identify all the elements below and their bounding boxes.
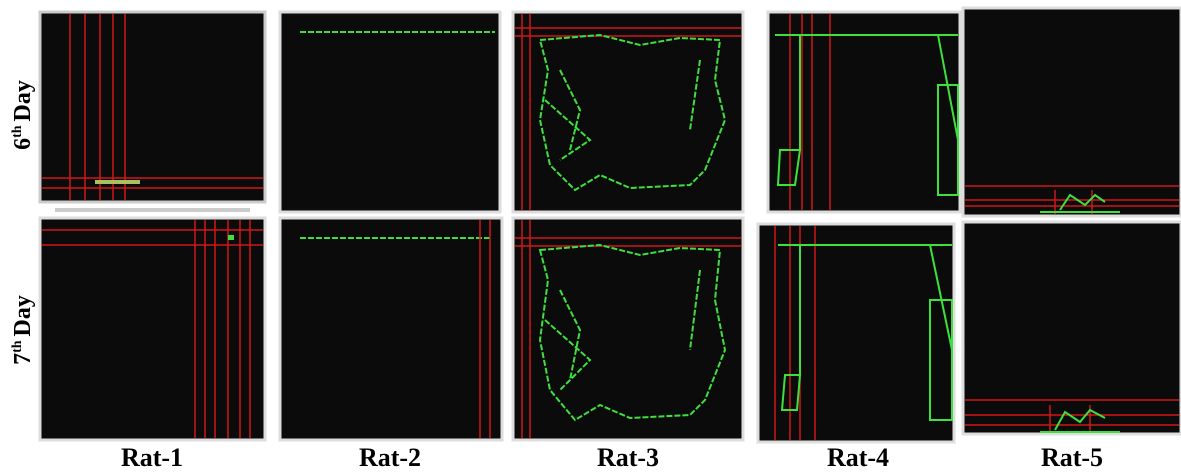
row-label: 6thDay — [10, 80, 36, 150]
panel-6-rat-2 — [280, 12, 500, 212]
column-label: Rat-3 — [597, 443, 659, 472]
panel-7-rat-4 — [758, 224, 954, 442]
panel-7-rat-2 — [280, 218, 502, 440]
column-label: Rat-2 — [359, 443, 421, 472]
column-label: Rat-4 — [827, 443, 889, 472]
panel-6-rat-5 — [963, 8, 1181, 216]
panel-6-rat-4 — [768, 12, 960, 212]
panel-6-rat-1 — [40, 12, 265, 212]
panel-7-rat-3 — [513, 218, 743, 440]
panel-6-rat-3 — [513, 12, 743, 212]
column-label: Rat-1 — [121, 443, 183, 472]
panel-7-rat-5 — [963, 222, 1181, 434]
figure: 6thDay 7thDay Rat-1 Rat-2 Rat-3 Rat-4 Ra… — [0, 0, 1181, 475]
row-label: 7thDay — [10, 295, 36, 365]
panel-7-rat-1 — [40, 218, 265, 440]
column-label: Rat-5 — [1041, 443, 1103, 472]
